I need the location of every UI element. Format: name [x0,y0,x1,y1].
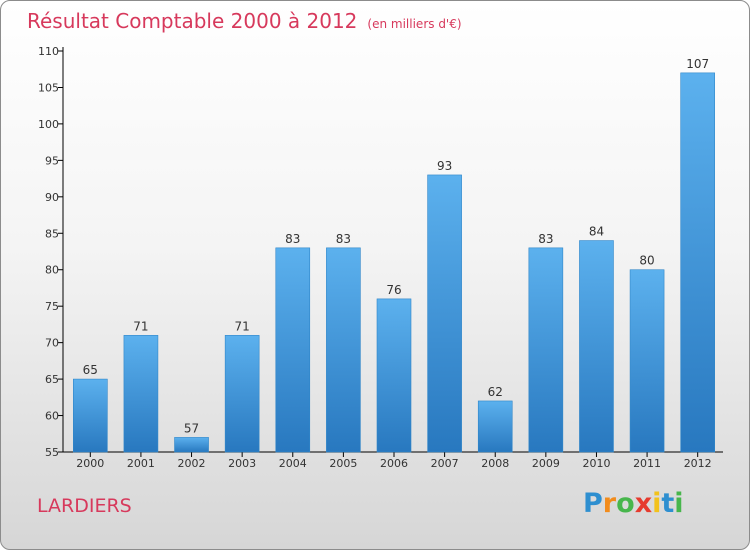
bar-2001[interactable] [123,335,159,453]
bar-2008[interactable] [477,400,513,453]
x-tick-label-2012: 2012 [684,457,712,470]
proxiti-logo[interactable]: Proxiti [583,488,684,519]
value-label-2003: 71 [235,319,250,333]
y-tick-label: 75 [45,300,59,313]
x-tick-label-2005: 2005 [329,457,357,470]
value-label-2006: 76 [386,283,401,297]
bar-2006[interactable] [376,298,412,453]
y-tick-label: 85 [45,227,59,240]
value-label-2011: 80 [639,254,654,268]
chart-title-text: Résultat Comptable 2000 à 2012 [27,9,358,33]
value-label-2005: 83 [336,232,351,246]
x-tick-label-2011: 2011 [633,457,661,470]
logo-letter: x [634,488,653,519]
y-tick-label: 110 [38,45,59,58]
bar-2007[interactable] [427,174,462,453]
y-tick-label: 60 [45,410,59,423]
x-tick-label-2007: 2007 [431,457,459,470]
x-tick-label-2000: 2000 [76,457,104,470]
x-tick-label-2001: 2001 [127,457,155,470]
logo-letter: o [616,488,635,519]
logo-letter: t [661,488,675,519]
value-label-2008: 62 [488,385,503,399]
y-tick-label: 65 [45,373,59,386]
value-label-2007: 93 [437,159,452,173]
value-label-2002: 57 [184,421,199,435]
x-tick-label-2004: 2004 [279,457,307,470]
value-label-2010: 84 [589,225,604,239]
bar-2012[interactable] [680,72,715,453]
x-tick-label-2008: 2008 [481,457,509,470]
y-tick-label: 95 [45,154,59,167]
bar-2003[interactable] [224,335,260,453]
logo-letter: P [583,488,603,519]
x-tick-label-2002: 2002 [178,457,206,470]
chart-unit: (en milliers d'€) [367,17,462,31]
value-label-2000: 65 [83,363,98,377]
bar-2009[interactable] [528,247,564,453]
bar-2000[interactable] [73,378,108,453]
y-tick-label: 55 [45,446,59,459]
logo-letter: r [602,488,617,519]
y-tick-label: 105 [38,81,59,94]
value-label-2001: 71 [133,319,148,333]
bar-2011[interactable] [629,269,665,453]
y-tick-label: 70 [45,337,59,350]
logo-letter: i [674,488,684,519]
value-label-2004: 83 [285,232,300,246]
value-label-2012: 107 [686,57,709,71]
bar-2005[interactable] [326,247,361,453]
x-tick-label-2003: 2003 [228,457,256,470]
bar-2010[interactable] [579,240,614,453]
chart-title: Résultat Comptable 2000 à 2012 (en millie… [27,9,462,33]
y-tick-label: 100 [38,118,59,131]
bar-2004[interactable] [275,247,311,453]
logo-letter: i [652,488,662,519]
x-tick-label-2010: 2010 [582,457,610,470]
commune-name: LARDIERS [37,495,132,517]
x-tick-label-2006: 2006 [380,457,408,470]
x-tick-label-2009: 2009 [532,457,560,470]
bar-2002[interactable] [174,437,209,453]
value-label-2009: 83 [538,232,553,246]
y-tick-label: 80 [45,264,59,277]
y-tick-label: 90 [45,191,59,204]
